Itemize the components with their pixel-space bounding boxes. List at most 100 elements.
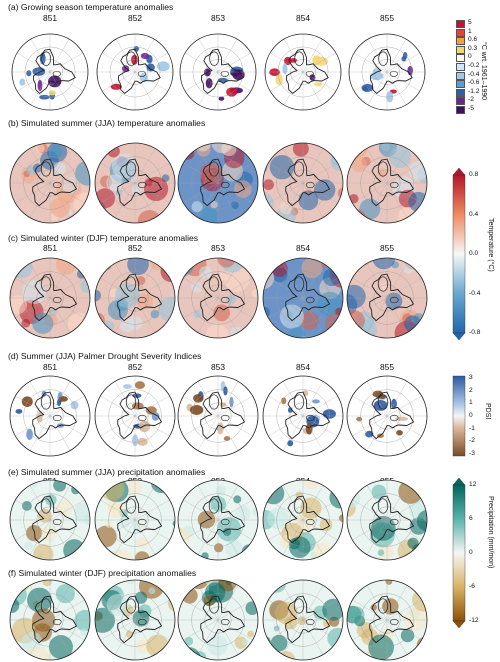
data-patch <box>404 315 422 333</box>
coastline <box>32 595 78 644</box>
data-patch <box>237 213 249 223</box>
coastline <box>137 618 147 626</box>
meridian <box>102 52 168 92</box>
data-patch <box>348 209 366 223</box>
data-patch <box>298 190 319 211</box>
data-patch <box>191 201 203 213</box>
data-patch <box>10 258 33 279</box>
colorbar-tick-label: 0.4 <box>469 210 479 218</box>
data-patch <box>273 625 280 632</box>
data-patch <box>225 539 244 558</box>
coastline <box>377 394 389 410</box>
coastline <box>378 51 389 66</box>
data-patch <box>233 180 252 199</box>
colorbar-tick-label: 0.8 <box>469 171 479 178</box>
data-patch <box>281 397 287 405</box>
colorbar-tick-label: 3 <box>469 374 473 381</box>
meridian <box>268 395 338 437</box>
data-patch <box>412 587 427 612</box>
data-patch <box>214 543 224 553</box>
data-patch <box>95 143 108 155</box>
colorbar-tick-label: 0.6 <box>468 36 478 44</box>
data-patch <box>118 516 130 529</box>
data-patch <box>37 411 43 423</box>
data-patch <box>347 284 366 309</box>
coastline <box>220 414 230 422</box>
coastline <box>389 414 399 422</box>
data-patch <box>110 83 122 90</box>
year-label: 852 <box>128 243 142 253</box>
panel-b-title: (b) Simulated summer (JJA) temperature a… <box>8 118 206 128</box>
meridian <box>100 499 170 541</box>
polar-map <box>177 142 259 224</box>
data-patch <box>193 309 202 319</box>
meridian <box>15 277 85 319</box>
data-patch <box>417 642 427 660</box>
data-patch <box>210 200 218 209</box>
coastline <box>40 161 52 177</box>
coastline <box>33 48 76 94</box>
year-label: 853 <box>211 243 225 253</box>
panel-c-title: (c) Simulated winter (DJF) temperature a… <box>8 233 199 243</box>
coastline <box>117 391 163 440</box>
map-outline <box>9 257 91 339</box>
data-patch <box>314 179 336 201</box>
coastline <box>137 414 147 422</box>
data-patch <box>241 544 257 559</box>
data-patch <box>37 79 43 92</box>
data-patch <box>172 520 175 527</box>
data-patch <box>264 580 283 588</box>
coastline <box>285 391 331 440</box>
meridian <box>183 395 253 437</box>
data-patch <box>356 416 363 422</box>
coastline <box>200 158 246 207</box>
temperature-colorbar-title: Temperature (°C) <box>487 218 494 272</box>
map-outline <box>11 33 89 111</box>
data-patch <box>79 628 88 637</box>
data-patch <box>84 512 90 527</box>
coastline <box>208 394 220 410</box>
coastline <box>293 394 305 410</box>
data-patch <box>70 401 79 410</box>
data-patch <box>215 485 227 496</box>
data-patch <box>75 160 90 186</box>
data-patch <box>381 143 390 151</box>
data-patch <box>275 73 283 86</box>
coastline <box>208 161 220 177</box>
coastline <box>40 598 52 614</box>
data-patch <box>380 282 388 291</box>
coastline <box>125 161 137 177</box>
data-patch <box>218 96 225 101</box>
polar-map <box>346 579 428 661</box>
coastline <box>305 414 315 422</box>
polar-map <box>179 33 257 111</box>
meridian <box>15 162 85 204</box>
data-patch <box>205 78 213 89</box>
colorbar-tick-label: 6 <box>469 515 473 522</box>
map-outline <box>9 479 91 561</box>
data-patch <box>288 327 306 338</box>
year-label: 854 <box>296 362 310 372</box>
data-patch <box>347 606 365 624</box>
polar-map <box>346 257 428 339</box>
colorbar-tick-label: 1 <box>469 399 473 407</box>
data-patch <box>45 494 57 506</box>
data-patch <box>263 179 274 191</box>
data-patch <box>372 258 396 270</box>
data-patch <box>372 390 384 398</box>
colorbar-swatch <box>456 54 465 63</box>
data-patch <box>24 541 33 550</box>
data-patch <box>287 440 294 447</box>
coastline <box>125 276 137 292</box>
coastline <box>305 70 314 77</box>
map-outline <box>94 142 176 224</box>
data-patch <box>27 302 34 309</box>
coastline <box>200 495 246 544</box>
colorbar-swatch <box>456 45 465 54</box>
coastline <box>126 51 137 66</box>
coastline <box>40 394 52 410</box>
colorbar-tick-label: -1.2 <box>468 87 480 95</box>
data-patch <box>233 495 242 504</box>
coastline <box>201 48 244 94</box>
colorbar-tick-label: 0.3 <box>468 44 478 52</box>
